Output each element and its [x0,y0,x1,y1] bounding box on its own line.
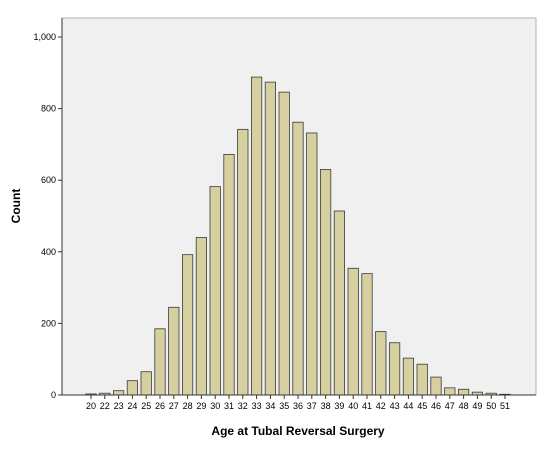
bar [306,132,318,396]
y-tick-label: 1,000 [33,32,56,42]
x-tick-label: 25 [141,401,151,411]
x-tick-label: 41 [362,401,372,411]
x-tick-label: 28 [183,401,193,411]
bar [333,210,346,396]
x-tick-label: 34 [265,401,275,411]
bar [264,81,277,396]
x-tick-label: 50 [486,401,496,411]
bar [168,306,180,396]
bar [402,357,415,396]
x-tick-label: 37 [307,401,317,411]
bar [319,169,332,396]
x-tick-label: 44 [403,401,413,411]
x-tick-label: 48 [459,401,469,411]
bar [223,154,235,396]
y-tick-label: 400 [41,247,56,257]
x-tick-label: 26 [155,401,165,411]
bar [250,76,263,396]
x-tick-label: 24 [127,401,137,411]
y-axis-ticks: 0 200 400 600 800 1,000 [33,32,62,400]
bar [361,273,373,396]
bar [375,331,387,396]
x-tick-label: 46 [431,401,441,411]
bars-group [85,76,511,396]
x-tick-label: 35 [279,401,289,411]
x-tick-label: 51 [500,401,510,411]
x-tick-label: 31 [224,401,234,411]
bar [209,186,221,396]
x-tick-label: 27 [169,401,179,411]
bar [126,380,138,396]
x-tick-label: 33 [252,401,262,411]
y-tick-label: 800 [41,104,56,114]
x-axis-ticks: 20 22 23 24 25 26 27 28 29 30 31 32 33 34 35 36 37 38 39 40… [86,395,510,411]
x-tick-label: 22 [100,401,110,411]
x-tick-label: 47 [445,401,455,411]
x-tick-label: 30 [210,401,220,411]
bar [195,237,207,396]
x-tick-label: 36 [293,401,303,411]
x-tick-label: 38 [321,401,331,411]
bar [140,371,152,396]
y-axis-title: Count [9,189,23,224]
y-tick-label: 0 [51,390,56,400]
bar [181,254,194,396]
x-tick-label: 43 [390,401,400,411]
x-axis-title: Age at Tubal Reversal Surgery [211,424,385,438]
bar [430,376,442,396]
x-tick-label: 23 [114,401,124,411]
x-tick-label: 45 [417,401,427,411]
x-tick-label: 32 [238,401,248,411]
bar [292,121,304,396]
y-tick-label: 600 [41,175,56,185]
y-tick-label: 200 [41,318,56,328]
bar [388,342,401,396]
bar [154,328,166,396]
x-tick-label: 42 [376,401,386,411]
bar [457,388,470,396]
x-tick-label: 49 [472,401,482,411]
bar [416,363,428,396]
x-tick-label: 20 [86,401,96,411]
bar [278,91,290,396]
x-tick-label: 39 [334,401,344,411]
bar [444,387,456,396]
bar [347,267,359,396]
bar [237,128,249,396]
x-tick-label: 40 [348,401,358,411]
x-tick-label: 29 [196,401,206,411]
bar [113,390,125,396]
